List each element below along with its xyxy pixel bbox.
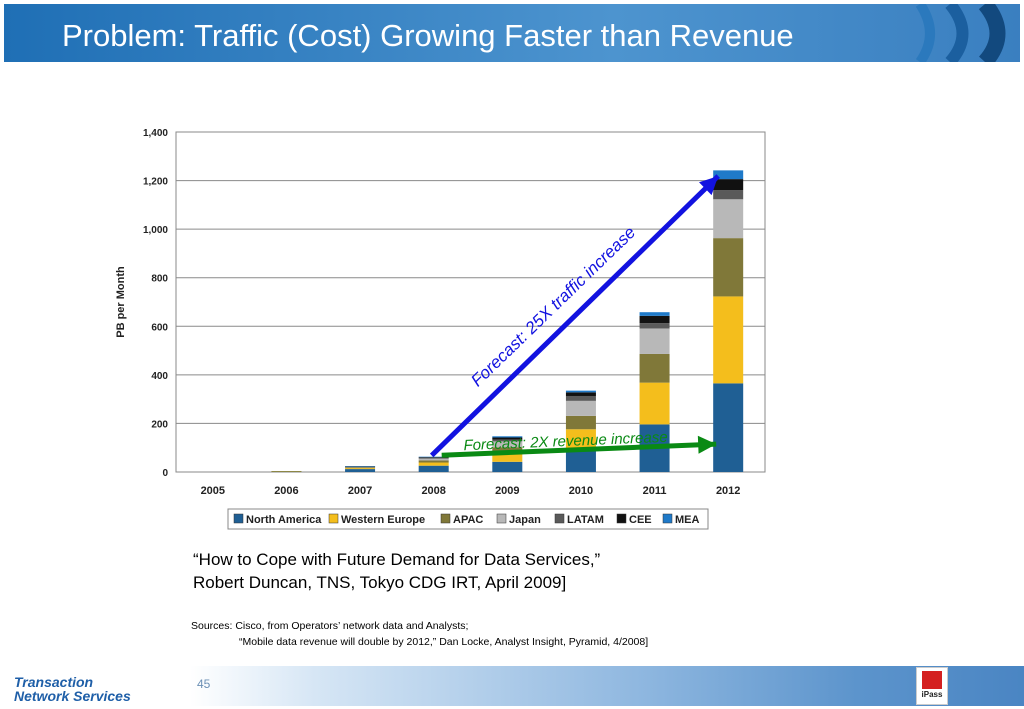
bar-segment-western-europe: [713, 296, 744, 384]
legend-label: Japan: [509, 514, 541, 526]
bar-segment-western-europe: [639, 382, 670, 425]
bar-segment-apac: [418, 460, 449, 463]
bar-segment-cee: [492, 437, 523, 440]
bar-segment-north-america: [345, 469, 376, 472]
y-tick-label: 1,200: [143, 177, 168, 188]
bar-segment-latam: [639, 323, 670, 329]
y-tick-label: 600: [151, 322, 168, 333]
x-tick-label: 2010: [569, 485, 593, 497]
x-tick-label: 2006: [274, 485, 298, 497]
legend-swatch: [328, 513, 339, 524]
legend-swatch: [662, 513, 673, 524]
bar-segment-cee: [418, 457, 449, 458]
bar-segment-latam: [565, 395, 596, 401]
legend-label: Western Europe: [341, 514, 425, 526]
bar-segment-apac: [345, 467, 376, 469]
bar-segment-apac: [271, 471, 302, 472]
bar-segment-japan: [639, 328, 670, 354]
bar-segment-japan: [492, 441, 523, 448]
sources-line-2: “Mobile data revenue will double by 2012…: [239, 636, 649, 648]
bar-segment-cee: [713, 179, 744, 191]
bar-segment-apac: [565, 415, 596, 430]
bar-segment-western-europe: [492, 454, 523, 462]
x-tick-label: 2007: [348, 485, 372, 497]
bar-segment-mea: [565, 390, 596, 393]
bar-segment-north-america: [492, 461, 523, 472]
bar-segment-apac: [639, 353, 670, 383]
y-axis-label: PB per Month: [115, 266, 127, 338]
bar-segment-latam: [418, 457, 449, 459]
bar-segment-mea: [492, 436, 523, 438]
bar-segment-mea: [713, 170, 744, 180]
legend-box: [227, 508, 709, 530]
stacked-bar-chart: 0 200 400 600 800 1,000 1,200 1,400 PB per Month…: [115, 128, 766, 530]
page-number: 45: [197, 677, 211, 691]
tns-logo-line-1: Transaction: [14, 674, 94, 690]
bar-segment-western-europe: [345, 468, 376, 470]
slide-title: Problem: Traffic (Cost) Growing Faster t…: [62, 18, 794, 53]
x-tick-label: 2008: [421, 485, 445, 497]
legend-swatch: [233, 513, 244, 524]
legend-label: LATAM: [567, 514, 604, 526]
legend-label: APAC: [453, 514, 483, 526]
bar-segment-north-america: [713, 383, 744, 472]
legend-swatch: [440, 513, 451, 524]
footer: [0, 664, 1024, 709]
quote-block: “How to Cope with Future Demand for Data…: [193, 548, 600, 594]
quote-line-1: “How to Cope with Future Demand for Data…: [193, 550, 601, 569]
y-tick-label: 400: [151, 371, 168, 382]
bar-segment-japan: [418, 458, 449, 461]
revenue-arrow-line: [441, 441, 717, 458]
header-decoration: [915, 4, 1006, 62]
legend-swatch: [496, 513, 507, 524]
bar-segment-japan: [565, 400, 596, 416]
revenue-arrow-head: [697, 435, 717, 454]
legend-swatch: [554, 513, 565, 524]
bar-segment-cee: [639, 315, 670, 324]
x-tick-label: 2009: [495, 485, 519, 497]
legend-label: CEE: [629, 514, 652, 526]
bar-segment-japan: [713, 199, 744, 239]
y-tick-label: 200: [151, 419, 168, 430]
y-tick-label: 0: [162, 468, 168, 479]
traffic-arrow-head: [699, 176, 719, 196]
y-tick-label: 1,400: [143, 128, 168, 139]
ipass-logo-text: iPass: [921, 690, 943, 699]
bar-segment-north-america: [565, 450, 596, 472]
bar-segment-mea: [639, 312, 670, 316]
x-tick-label: 2012: [716, 485, 740, 497]
tns-logo: Transaction Network Services: [14, 675, 131, 703]
sources-block: Sources: Cisco, from Operators’ network …: [191, 618, 648, 650]
tns-logo-line-2: Network Services: [14, 688, 131, 704]
x-tick-label: 2005: [201, 485, 225, 497]
quote-line-2: Robert Duncan, TNS, Tokyo CDG IRT, April…: [193, 573, 567, 592]
bar-segment-western-europe: [418, 462, 449, 466]
traffic-arrow-line: [429, 174, 720, 458]
y-tick-label: 800: [151, 274, 168, 285]
sources-line-1: Sources: Cisco, from Operators’ network …: [191, 620, 469, 632]
chart-container: 0 200 400 600 800 1,000 1,200 1,400 PB per Month…: [110, 120, 780, 540]
ipass-logo-mark: [922, 671, 942, 689]
bar-segment-western-europe: [565, 429, 596, 451]
legend-label: North America: [246, 514, 322, 526]
footer-bar: [190, 666, 1024, 706]
bar-segment-latam: [713, 190, 744, 200]
y-tick-label: 1,000: [143, 225, 168, 236]
bar-segment-latam: [492, 439, 523, 442]
bar-segment-mea: [345, 466, 376, 467]
ipass-logo: iPass: [916, 667, 948, 705]
bar-segment-apac: [713, 238, 744, 297]
slide-header: Problem: Traffic (Cost) Growing Faster t…: [4, 4, 1020, 62]
legend-label: MEA: [675, 514, 700, 526]
bar-segment-north-america: [418, 465, 449, 472]
bar-segment-cee: [565, 392, 596, 396]
legend-swatch: [616, 513, 627, 524]
x-tick-label: 2011: [643, 485, 667, 497]
